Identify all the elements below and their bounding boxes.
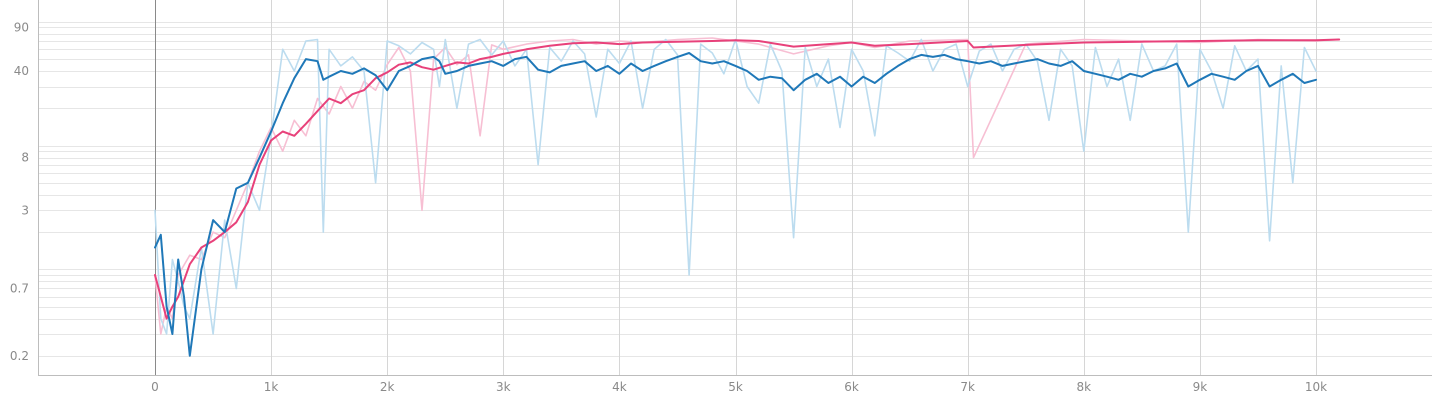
- y-tick-label: 90: [14, 20, 29, 34]
- y-tick-label: 3: [21, 203, 29, 217]
- x-tick-label: 1k: [264, 380, 279, 394]
- x-tick-label: 3k: [496, 380, 511, 394]
- x-tick-label: 2k: [380, 380, 395, 394]
- x-tick-label: 7k: [960, 380, 975, 394]
- x-tick-label: 0: [151, 380, 159, 394]
- x-tick-label: 4k: [612, 380, 627, 394]
- series-1-smoothed-line: [154, 52, 1317, 357]
- x-tick-label: 5k: [728, 380, 743, 394]
- y-axis: 0.2 0.7 3 8 40 90: [10, 20, 29, 362]
- x-tick-label: 9k: [1193, 380, 1208, 394]
- y-tick-label: 0.2: [10, 349, 29, 363]
- y-tick-label: 40: [14, 64, 29, 78]
- x-tick-label: 10k: [1305, 380, 1327, 394]
- x-tick-label: 6k: [844, 380, 859, 394]
- x-tick-label: 8k: [1077, 380, 1092, 394]
- y-tick-label: 0.7: [10, 281, 29, 295]
- series-1-raw-line: [154, 38, 1317, 335]
- raw-series-group: [154, 37, 1340, 335]
- x-axis: 0 1k 2k 3k 4k 5k 6k 7k 8k 9k 10k: [151, 380, 1327, 394]
- smoothed-series-group: [154, 38, 1341, 357]
- series-0-raw-line: [154, 37, 1340, 335]
- y-tick-label: 8: [21, 151, 29, 165]
- series-0-smoothed-line: [154, 38, 1341, 320]
